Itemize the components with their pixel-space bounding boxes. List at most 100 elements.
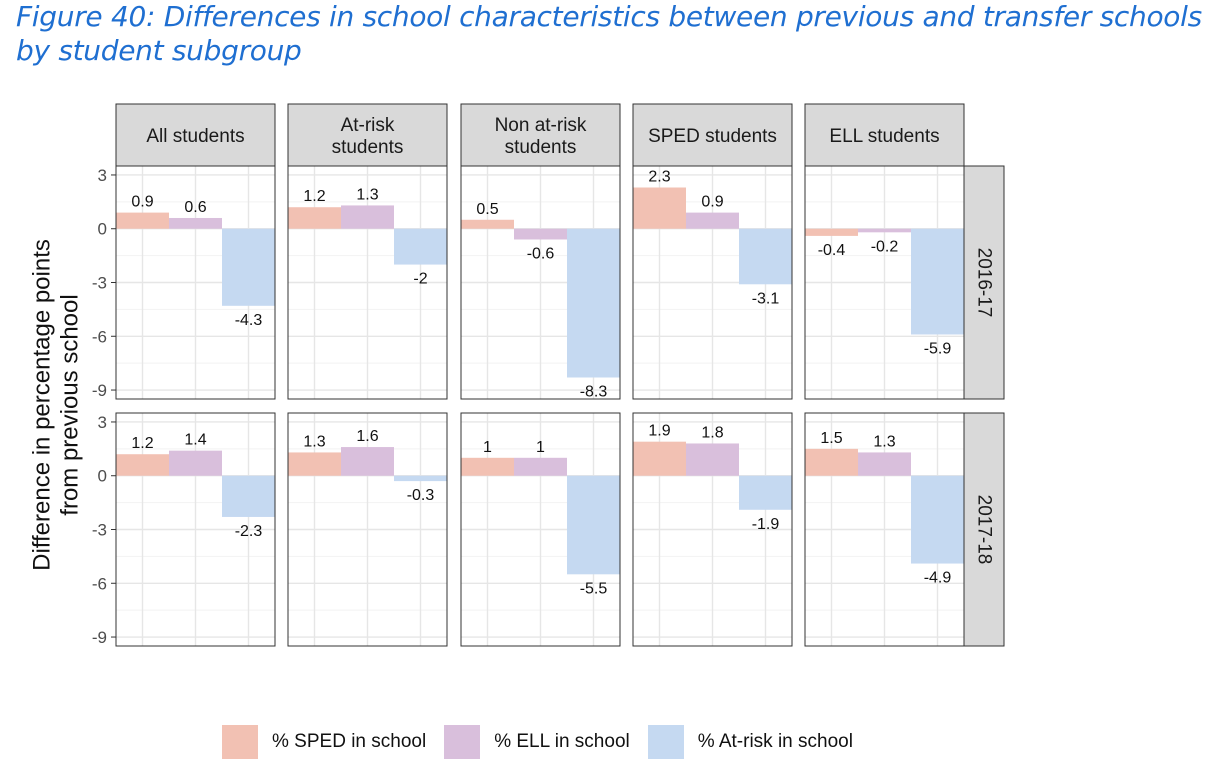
bar-sped-in-school xyxy=(116,212,169,229)
y-tick-label: -9 xyxy=(92,381,107,400)
data-label-sped-in-school: 1.9 xyxy=(648,423,670,440)
panel-border xyxy=(804,412,965,647)
y-tick-label: 3 xyxy=(98,413,107,432)
bar-at-risk-in-school xyxy=(222,228,275,306)
data-label-sped-in-school: 0.5 xyxy=(476,201,498,218)
bar-at-risk-in-school xyxy=(567,228,620,378)
facet-strip-non-at-risk-students xyxy=(460,103,621,167)
data-label-at-risk-in-school: -3.1 xyxy=(752,290,780,307)
bar-sped-in-school xyxy=(633,441,686,476)
bar-ell-in-school xyxy=(858,228,911,233)
bar-ell-in-school xyxy=(858,452,911,476)
y-tick-label: -9 xyxy=(92,628,107,647)
data-label-sped-in-school: 2.3 xyxy=(648,169,670,186)
data-label-at-risk-in-school: -4.3 xyxy=(235,312,263,329)
bar-at-risk-in-school xyxy=(222,475,275,517)
bar-sped-in-school xyxy=(116,454,169,476)
y-tick-label: -6 xyxy=(92,327,107,346)
facet-strip-all-students-label: All students xyxy=(146,126,244,147)
y-axis-title: from previous school xyxy=(57,294,84,515)
data-label-sped-in-school: 0.9 xyxy=(131,194,153,211)
y-tick-label: 0 xyxy=(98,467,107,486)
data-label-sped-in-school: 1.5 xyxy=(820,430,842,447)
y-tick-label: 0 xyxy=(98,220,107,239)
legend-item-at-risk: % At-risk in school xyxy=(647,725,853,759)
bar-at-risk-in-school xyxy=(911,475,964,564)
bar-sped-in-school xyxy=(805,448,858,476)
panel-border xyxy=(287,412,448,647)
bar-ell-in-school xyxy=(686,212,739,229)
facet-strip-non-at-risk-students-label: students xyxy=(505,137,577,158)
data-label-ell-in-school: 0.6 xyxy=(184,199,206,216)
figure-title: Figure 40: Differences in school charact… xyxy=(16,0,1202,67)
y-tick-label: 3 xyxy=(98,166,107,185)
data-label-at-risk-in-school: -0.3 xyxy=(407,487,435,504)
legend: % SPED in school % ELL in school % At-ri… xyxy=(222,724,871,760)
bar-at-risk-in-school xyxy=(739,475,792,510)
facet-strip-ell-students xyxy=(804,103,965,167)
facet-row-label-2017-18: 2017-18 xyxy=(974,495,995,565)
bar-ell-in-school xyxy=(169,450,222,476)
legend-swatch-sped xyxy=(222,725,258,759)
bar-at-risk-in-school xyxy=(739,228,792,285)
legend-item-sped: % SPED in school xyxy=(222,725,426,759)
y-tick-label: -6 xyxy=(92,574,107,593)
legend-label-at-risk: % At-risk in school xyxy=(697,731,853,752)
data-label-ell-in-school: 1 xyxy=(536,439,545,456)
data-label-ell-in-school: 0.9 xyxy=(701,194,723,211)
bar-sped-in-school xyxy=(461,457,514,476)
data-label-ell-in-school: -0.6 xyxy=(527,245,555,262)
facet-strip-sped-students xyxy=(632,103,793,167)
panel-border xyxy=(804,165,965,400)
data-label-at-risk-in-school: -1.9 xyxy=(752,516,780,533)
data-label-sped-in-school: 1 xyxy=(483,439,492,456)
bar-at-risk-in-school xyxy=(394,475,447,482)
bar-ell-in-school xyxy=(686,443,739,476)
panel-border xyxy=(115,412,276,647)
bar-sped-in-school xyxy=(288,452,341,476)
legend-label-sped: % SPED in school xyxy=(272,731,427,752)
legend-swatch-at-risk xyxy=(647,725,684,759)
bar-sped-in-school xyxy=(633,187,686,229)
panel-border xyxy=(287,165,448,400)
data-label-at-risk-in-school: -2.3 xyxy=(235,523,263,540)
y-axis-title: Difference in percentage points xyxy=(29,239,56,571)
legend-item-ell: % ELL in school xyxy=(444,725,630,759)
data-label-ell-in-school: 1.4 xyxy=(184,432,206,449)
data-label-ell-in-school: 1.6 xyxy=(356,428,378,445)
bar-at-risk-in-school xyxy=(394,228,447,265)
panel-border xyxy=(632,165,793,400)
data-label-at-risk-in-school: -2 xyxy=(413,271,427,288)
facet-row-label-2016-17: 2016-17 xyxy=(974,248,995,318)
facet-row-strip-2016-17 xyxy=(963,165,1005,400)
bar-sped-in-school xyxy=(805,228,858,236)
data-label-at-risk-in-school: -8.3 xyxy=(580,383,608,400)
data-label-sped-in-school: 1.2 xyxy=(303,188,325,205)
bar-sped-in-school xyxy=(461,219,514,229)
y-tick-label: -3 xyxy=(92,521,107,540)
bar-ell-in-school xyxy=(514,457,567,476)
bar-ell-in-school xyxy=(341,447,394,476)
data-label-sped-in-school: 1.2 xyxy=(131,435,153,452)
legend-swatch-ell xyxy=(444,725,481,759)
data-label-ell-in-school: 1.3 xyxy=(873,433,895,450)
legend-label-ell: % ELL in school xyxy=(494,731,630,752)
bar-sped-in-school xyxy=(288,207,341,229)
facet-strip-non-at-risk-students-label: Non at-risk xyxy=(495,115,587,136)
bar-ell-in-school xyxy=(341,205,394,229)
data-label-at-risk-in-school: -5.9 xyxy=(924,340,952,357)
panel-border xyxy=(632,412,793,647)
facet-strip-ell-students-label: ELL students xyxy=(829,126,939,147)
facet-strip-at-risk-students-label: At-risk xyxy=(341,115,395,136)
data-label-at-risk-in-school: -5.5 xyxy=(580,580,608,597)
bar-ell-in-school xyxy=(514,228,567,240)
panel-border xyxy=(115,165,276,400)
y-tick-label: -3 xyxy=(92,274,107,293)
data-label-sped-in-school: 1.3 xyxy=(303,433,325,450)
data-label-ell-in-school: 1.3 xyxy=(356,186,378,203)
facet-strip-at-risk-students-label: students xyxy=(332,137,404,158)
data-label-ell-in-school: 1.8 xyxy=(701,424,723,441)
panel-border xyxy=(460,412,621,647)
data-label-at-risk-in-school: -4.9 xyxy=(924,570,952,587)
bar-at-risk-in-school xyxy=(911,228,964,335)
